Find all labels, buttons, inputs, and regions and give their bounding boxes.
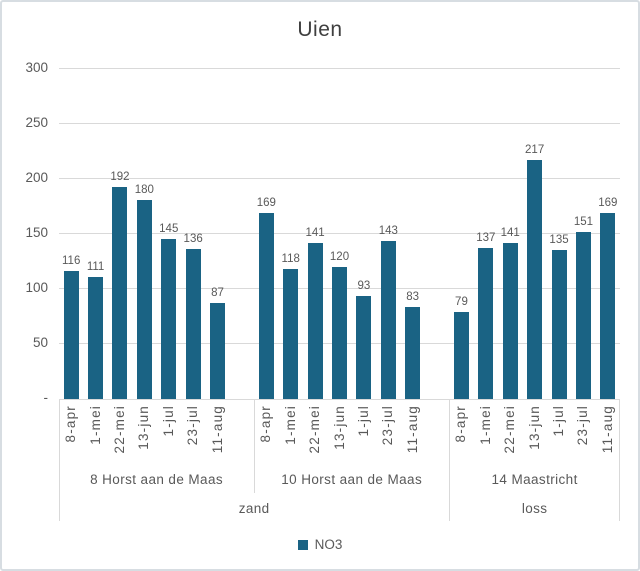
bar-value-label: 118 <box>281 253 300 265</box>
bar-value-label: 135 <box>549 234 569 246</box>
bar-value-label: 87 <box>211 287 224 299</box>
x-date-label: 11-aug <box>209 405 225 454</box>
axis-border-right <box>619 399 620 521</box>
x-date-label: 22-mei <box>502 405 518 454</box>
x-date-label: 8-apr <box>258 405 274 443</box>
x-date-label: 22-mei <box>307 405 323 454</box>
bar-value-label: 93 <box>357 280 371 292</box>
x-date-label: 1-mei <box>477 405 493 445</box>
x-date-label: 23-jul <box>185 405 201 446</box>
legend-marker-icon <box>297 539 308 550</box>
bar <box>63 271 79 399</box>
x-date-label: 1-mei <box>282 405 298 445</box>
bar-value-label: 180 <box>134 184 154 196</box>
bar-value-label: 141 <box>500 227 520 239</box>
y-tick-label: 300 <box>25 60 48 75</box>
bar-value-label: 141 <box>305 227 325 239</box>
bar <box>332 267 347 399</box>
x-date-label: 1-jul <box>160 405 176 437</box>
y-tick-label: 100 <box>25 280 48 295</box>
bar <box>258 213 274 399</box>
soil-label: loss <box>521 501 548 516</box>
chart-title: Uien <box>297 18 343 41</box>
bar <box>551 250 567 399</box>
bar <box>112 187 128 399</box>
x-date-label: 13-jun <box>331 405 347 450</box>
x-date-label: 11-aug <box>404 405 420 454</box>
gridline <box>59 233 620 234</box>
bar-value-label: 79 <box>455 296 468 308</box>
group-separator <box>254 399 255 493</box>
bar-value-label: 120 <box>329 251 350 263</box>
legend: NO3 <box>2 537 638 552</box>
y-tick-label: 150 <box>25 225 48 240</box>
x-date-label: 13-jun <box>526 405 542 450</box>
bar <box>88 277 104 399</box>
bar <box>283 269 299 399</box>
x-date-label: 1-jul <box>355 405 371 437</box>
bar-value-label: 151 <box>573 216 593 228</box>
bar-value-label: 145 <box>159 223 179 235</box>
bar <box>600 213 616 399</box>
x-axis-line <box>59 399 620 400</box>
gridline <box>59 68 620 69</box>
bar <box>575 232 591 399</box>
x-date-label: 8-apr <box>453 405 469 443</box>
bar <box>380 241 396 399</box>
bar <box>210 303 226 399</box>
bar <box>453 312 469 399</box>
bar <box>478 248 494 399</box>
x-date-label: 23-jul <box>380 405 396 446</box>
group-label: 8 Horst aan de Maas <box>90 472 224 487</box>
bar-value-label: 111 <box>86 261 105 273</box>
soil-separator <box>449 399 450 521</box>
x-date-label: 22-mei <box>111 405 127 454</box>
bar <box>185 249 201 399</box>
bar-value-label: 116 <box>62 255 81 267</box>
bar-value-label: 192 <box>110 171 130 183</box>
bar <box>405 307 421 399</box>
bar-value-label: 143 <box>378 225 398 237</box>
bar-value-label: 217 <box>525 144 545 156</box>
legend-label: NO3 <box>314 537 343 552</box>
bar <box>307 243 323 399</box>
bar <box>356 296 372 399</box>
x-date-label: 1-mei <box>87 405 103 445</box>
bar-value-label: 83 <box>406 291 420 303</box>
soil-label: zand <box>238 501 270 516</box>
y-tick-label: 50 <box>32 335 48 350</box>
y-tick-label: 200 <box>25 170 48 185</box>
bar-value-label: 137 <box>476 232 496 244</box>
bar <box>161 239 177 399</box>
x-date-label: 8-apr <box>63 405 79 443</box>
bar-value-label: 136 <box>183 233 203 245</box>
y-tick-label: - <box>43 390 49 405</box>
bar <box>502 243 518 399</box>
bar-value-label: 169 <box>256 197 276 209</box>
gridline <box>59 178 620 179</box>
bar <box>527 160 543 399</box>
x-date-label: 11-aug <box>599 405 615 454</box>
axis-border-left <box>59 399 60 521</box>
y-tick-label: 250 <box>25 115 48 130</box>
bar-value-label: 169 <box>598 197 618 209</box>
group-label: 14 Maastricht <box>491 472 578 487</box>
group-label: 10 Horst aan de Maas <box>281 472 423 487</box>
gridline <box>59 123 620 124</box>
x-date-label: 1-jul <box>551 405 567 437</box>
x-date-label: 23-jul <box>575 405 591 446</box>
bar <box>136 200 152 399</box>
x-date-label: 13-jun <box>136 405 152 450</box>
